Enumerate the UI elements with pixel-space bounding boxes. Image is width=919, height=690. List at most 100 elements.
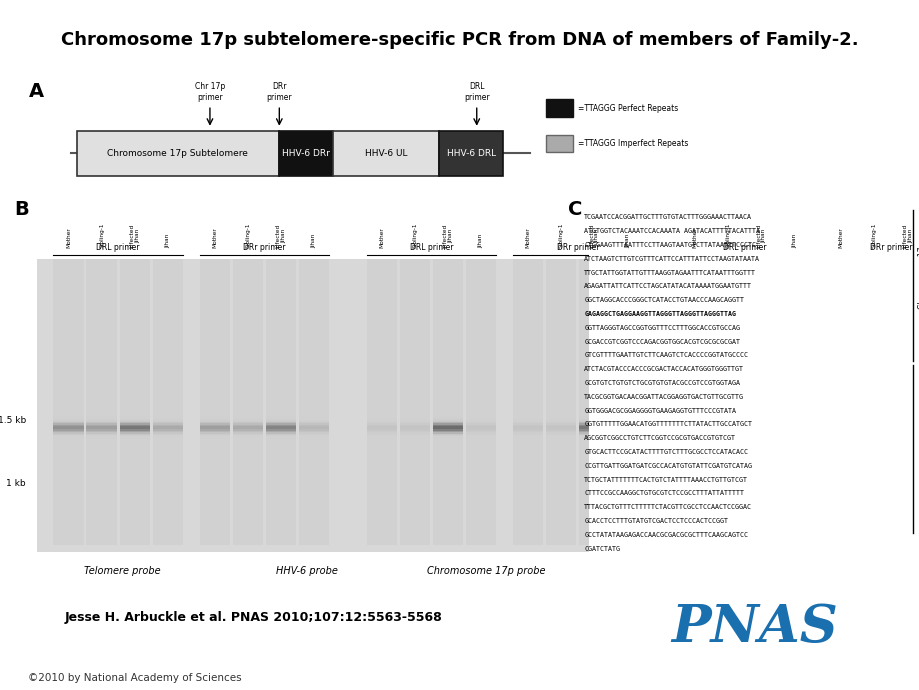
- Bar: [679, 431, 709, 432]
- Bar: [679, 416, 709, 417]
- Bar: [466, 415, 496, 416]
- Bar: [433, 259, 463, 545]
- Bar: [513, 441, 543, 442]
- Bar: [400, 422, 430, 424]
- Text: Mother: Mother: [525, 228, 530, 248]
- Bar: [233, 425, 263, 426]
- Bar: [119, 438, 150, 440]
- Bar: [299, 432, 329, 433]
- Text: DRL primer: DRL primer: [96, 243, 140, 252]
- Text: TACGCGGTGACAACGGATTACGGAGGTGACTGTTGCGTTG: TACGCGGTGACAACGGATTACGGAGGTGACTGTTGCGTTG: [584, 394, 743, 400]
- Bar: [400, 438, 430, 440]
- Bar: [612, 433, 642, 435]
- Bar: [119, 435, 150, 437]
- Bar: [825, 419, 856, 420]
- Bar: [612, 441, 642, 442]
- Bar: [745, 419, 776, 420]
- Bar: [891, 419, 919, 420]
- Bar: [367, 421, 397, 422]
- Bar: [367, 428, 397, 429]
- Bar: [119, 421, 150, 422]
- Bar: [679, 422, 709, 424]
- Text: =TTAGGG Perfect Repeats: =TTAGGG Perfect Repeats: [577, 104, 677, 113]
- Bar: [400, 428, 430, 429]
- Bar: [119, 419, 150, 420]
- Bar: [579, 426, 609, 428]
- Bar: [199, 415, 230, 416]
- Bar: [86, 419, 117, 420]
- Text: =TTAGGG Imperfect Repeats: =TTAGGG Imperfect Repeats: [577, 139, 687, 148]
- Bar: [679, 417, 709, 419]
- Bar: [367, 259, 397, 545]
- Text: Sibling-1: Sibling-1: [871, 223, 876, 248]
- Bar: [433, 422, 463, 424]
- Bar: [679, 440, 709, 441]
- Text: Chromosome 17p: Chromosome 17p: [917, 241, 919, 308]
- Bar: [400, 435, 430, 437]
- Bar: [579, 429, 609, 431]
- Bar: [433, 421, 463, 422]
- Bar: [612, 437, 642, 438]
- Bar: [466, 417, 496, 419]
- Bar: [778, 419, 809, 420]
- Text: Telomere probe: Telomere probe: [84, 566, 161, 575]
- Bar: [299, 259, 329, 545]
- Bar: [367, 424, 397, 425]
- Bar: [546, 419, 576, 420]
- Bar: [367, 416, 397, 417]
- Text: Mother: Mother: [379, 228, 384, 248]
- Bar: [891, 259, 919, 545]
- Bar: [612, 259, 642, 545]
- Bar: [513, 426, 543, 428]
- Bar: [825, 438, 856, 440]
- Bar: [513, 431, 543, 432]
- Bar: [513, 419, 543, 420]
- Bar: [119, 425, 150, 426]
- Bar: [778, 440, 809, 441]
- Bar: [86, 438, 117, 440]
- Bar: [266, 432, 296, 433]
- Bar: [891, 426, 919, 428]
- Bar: [745, 416, 776, 417]
- Bar: [745, 413, 776, 415]
- Bar: [679, 421, 709, 422]
- Bar: [400, 426, 430, 428]
- Bar: [86, 417, 117, 419]
- Bar: [712, 415, 743, 416]
- Bar: [679, 424, 709, 425]
- Bar: [513, 416, 543, 417]
- Bar: [153, 440, 183, 441]
- Bar: [778, 425, 809, 426]
- Text: A: A: [28, 81, 43, 101]
- Bar: [745, 440, 776, 441]
- Bar: [299, 419, 329, 420]
- Bar: [546, 431, 576, 432]
- Bar: [266, 441, 296, 442]
- Bar: [778, 433, 809, 435]
- Bar: [266, 428, 296, 429]
- Bar: [86, 440, 117, 441]
- Text: Infected
Jihan: Infected Jihan: [442, 224, 453, 248]
- Bar: [579, 441, 609, 442]
- Bar: [579, 413, 609, 415]
- Bar: [299, 441, 329, 442]
- Bar: [891, 425, 919, 426]
- Bar: [546, 417, 576, 419]
- Bar: [825, 415, 856, 416]
- Bar: [233, 422, 263, 424]
- Bar: [433, 429, 463, 431]
- Bar: [745, 435, 776, 437]
- Bar: [199, 432, 230, 433]
- Bar: [891, 440, 919, 441]
- Bar: [199, 426, 230, 428]
- Bar: [579, 259, 609, 545]
- Bar: [858, 416, 889, 417]
- Text: GCGACCGTCGGTCCCAGACGGTGGCACGTCGCGCGCGAT: GCGACCGTCGGTCCCAGACGGTGGCACGTCGCGCGCGAT: [584, 339, 740, 344]
- Text: HHV-6 UL: HHV-6 UL: [365, 149, 407, 158]
- Bar: [778, 438, 809, 440]
- Bar: [891, 417, 919, 419]
- Bar: [400, 421, 430, 422]
- Bar: [153, 259, 183, 545]
- Bar: [400, 415, 430, 416]
- Bar: [86, 429, 117, 431]
